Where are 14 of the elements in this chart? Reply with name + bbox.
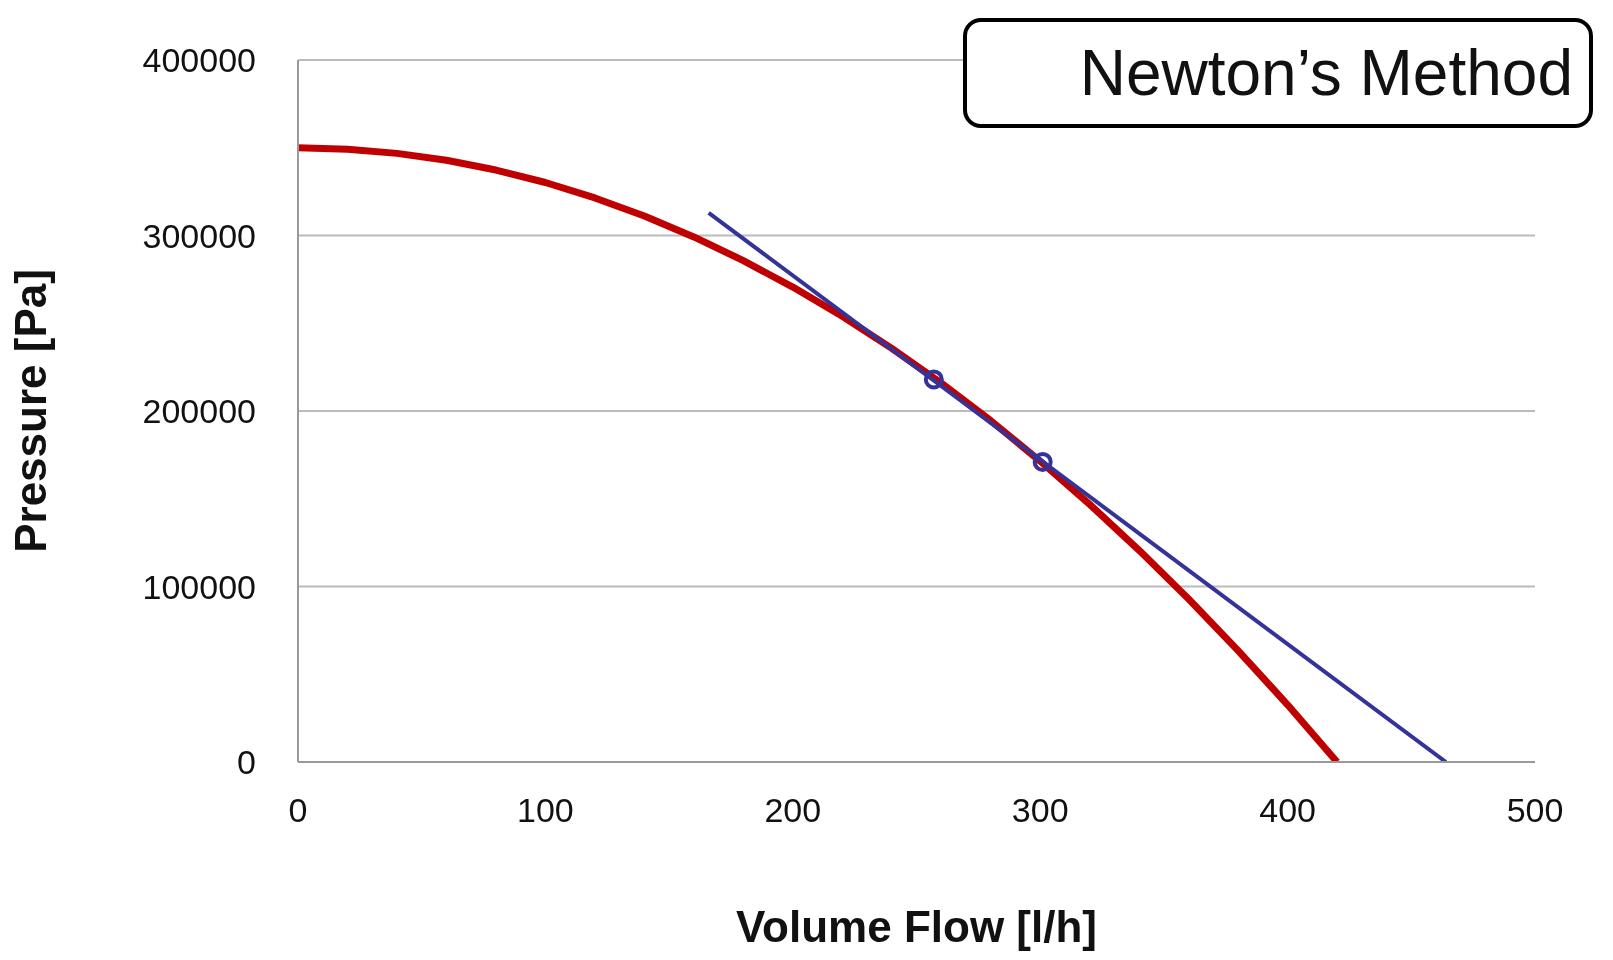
- y-tick-label: 0: [237, 743, 256, 782]
- chart-title: Newton’s Method: [963, 18, 1593, 128]
- y-axis-title: Pressure [Pa]: [5, 269, 55, 553]
- x-tick-label: 300: [1011, 791, 1069, 830]
- x-tick-label: 200: [764, 791, 822, 830]
- x-tick-label: 500: [1506, 791, 1564, 830]
- x-axis-title: Volume Flow [l/h]: [736, 902, 1097, 951]
- x-tick-label: 0: [288, 791, 308, 830]
- x-tick-label: 100: [517, 791, 574, 830]
- y-tick-label: 200000: [142, 392, 256, 431]
- y-tick-label: 100000: [142, 567, 256, 606]
- y-tick-label: 300000: [142, 216, 256, 255]
- x-tick-label: 400: [1259, 791, 1316, 830]
- y-tick-label: 400000: [142, 41, 256, 80]
